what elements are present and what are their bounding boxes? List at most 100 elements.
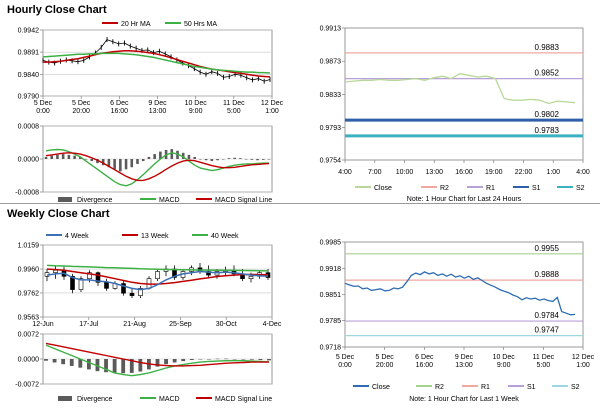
weekly-pivot-legend-1-label: R2 [435,384,444,391]
weekly-pivot-x-tick-label: 6 Dec 16:00 [415,354,434,369]
weekly-price-candle-body [53,269,58,273]
weekly-price-y-tick-label: 0.9960 [18,267,40,274]
hourly-price-y-tick-label: 0.9840 [18,72,40,79]
hourly-pivot-y-tick-label: 0.9833 [320,92,342,99]
hourly-macd-divergence-bar [61,154,65,159]
weekly-pivot-level-label-s1: 0.9784 [535,311,560,320]
weekly-macd-divergence-bar [138,359,143,372]
weekly-price-x-tick-label: 21-Aug [123,321,146,328]
hourly-pivot-legend-1-label: R2 [440,185,449,192]
weekly-pivot-close-line [344,271,576,316]
hourly-macd-legend-0-label: Divergence [77,197,113,204]
hourly-price-x-tick-label: 11 Dec 5:00 [223,100,245,115]
hourly-macd-divergence-bar [216,159,219,161]
hourly-macd-divergence-bar [181,152,185,159]
hourly-macd-divergence-bar [124,159,128,170]
weekly-price-legend-2-label: 40 Week [211,233,239,240]
hourly-macd-divergence-bar [187,154,191,159]
hourly-macd-divergence-bar [244,159,248,160]
weekly-macd-divergence-bar [95,359,100,372]
hourly-price-x-tick-label: 5 Dec 20:00 [72,100,91,115]
hourly-macd-divergence-bar [221,159,225,160]
hourly-pivot-legend-4-label: S2 [576,185,585,192]
hourly-pivot-y-tick-label: 0.9793 [320,125,342,132]
weekly-macd-signal-line [45,342,269,367]
weekly-pivot-y-tick-label: 0.9985 [320,240,342,247]
hourly-macd-divergence-bar [119,159,122,172]
hourly-pivot-legend-0-label: Close [374,185,392,192]
weekly-macd-divergence-bar [44,359,48,361]
hourly-macd-divergence-bar [44,156,48,159]
hourly-macd-divergence-bar [193,156,196,159]
weekly-price-candle-body [104,282,109,289]
hourly-macd-divergence-bar [199,159,202,160]
hourly-macd-divergence-bar [141,159,145,162]
weekly-macd-y-tick-label: -0.0072 [15,382,39,389]
weekly-macd-divergence-bar [181,359,186,362]
hourly-price-legend-0-label: 20 Hr MA [121,21,151,28]
weekly-pivot-legend-4-label: S2 [571,384,580,391]
weekly-price-candle-body [87,272,92,280]
weekly-macd-divergence-bar [207,359,211,360]
hourly-pivot-x-tick-label: 10:00 [396,169,414,176]
weekly-price-x-tick-label: 4-Dec [263,321,282,328]
weekly-macd-divergence-bar [129,359,134,373]
weekly-macd-divergence-bar [121,359,126,374]
weekly-pivot-level-label-r2: 0.9955 [535,244,560,253]
hourly-macd-divergence-bar [210,159,214,162]
weekly-macd-divergence-bar [69,359,74,366]
hourly-pivot-y-tick-label: 0.9873 [320,59,342,66]
weekly-pivot-level-label-s2: 0.9747 [535,326,560,335]
weekly-macd-legend-0-swatch [58,396,72,401]
hourly-price-legend-1-label: 50 Hrs MA [184,21,217,28]
weekly-macd-divergence-bar [164,359,168,365]
weekly-pivot-y-tick-label: 0.9918 [320,266,342,273]
hourly-macd-legend-1-label: MACD [159,197,180,204]
hourly-pivot-x-tick-label: 7:00 [368,169,382,176]
weekly-price-legend-0-label: 4 Week [65,233,89,240]
hourly-pivot-level-label-s1: 0.9802 [535,110,560,119]
weekly-pivot-level-label-r1: 0.9888 [535,270,560,279]
hourly-macd-divergence-bar [90,159,94,162]
weekly-pivot-legend-3-label: S1 [527,384,536,391]
hourly-macd-y-tick-label: 0.0000 [18,157,40,164]
hourly-price-y-tick-label: 0.9790 [18,94,40,101]
hourly-pivot-y-tick-label: 0.9913 [320,26,342,33]
weekly-price-x-tick-label: 17-Jul [79,321,99,328]
weekly-macd-y-tick-label: 0.0000 [18,357,40,364]
weekly-macd-divergence-bar [172,359,177,363]
weekly-price-candle-body [248,275,254,280]
weekly-macd-divergence-bar [104,359,108,373]
hourly-price-x-tick-label: 5 Dec 0:00 [34,100,53,115]
hourly-macd-divergence-bar [153,154,156,159]
hourly-macd-divergence-bar [67,154,71,159]
weekly-macd-legend-0-label: Divergence [77,396,113,403]
hourly-pivot-x-tick-label: 1:00 [546,169,560,176]
weekly-price-candle-body [155,271,160,280]
hourly-macd-divergence-bar [256,159,259,161]
hourly-macd-divergence-bar [56,154,59,159]
hourly-price-y-tick-label: 0.9942 [18,28,40,35]
weekly-pivot-legend-0-label: Close [372,384,390,391]
weekly-pivot-x-tick-label: 5 Dec 20:00 [376,354,395,369]
weekly-price-y-tick-label: 0.9762 [18,290,40,297]
hourly-macd-divergence-bar [239,158,242,159]
weekly-price-x-tick-label: 25-Sep [169,321,192,328]
hourly-price-frame [42,29,273,97]
weekly-price-ma4-line [46,270,269,291]
weekly-macd-divergence-bar [86,359,91,370]
hourly-macd-divergence-bar [113,159,116,170]
hourly-price-ma50-line [42,52,271,74]
hourly-pivot-x-tick-label: 4:00 [338,169,352,176]
hourly-macd-divergence-bar [79,156,82,159]
hourly-macd-divergence-bar [227,158,231,159]
weekly-pivot-x-tick-label: 10 Dec 9:00 [493,354,516,369]
section-divider [0,203,600,204]
hourly-price-x-tick-label: 10 Dec 9:00 [185,100,208,115]
hourly-price-x-tick-label: 12 Dec 1:00 [261,100,284,115]
weekly-macd-divergence-bar [232,359,237,360]
hourly-macd-divergence-bar [96,159,99,164]
weekly-price-y-tick-label: 1.0159 [18,243,40,250]
weekly-pivot-x-tick-label: 11 Dec 5:00 [532,354,554,369]
weekly-macd-divergence-bar [52,359,57,363]
